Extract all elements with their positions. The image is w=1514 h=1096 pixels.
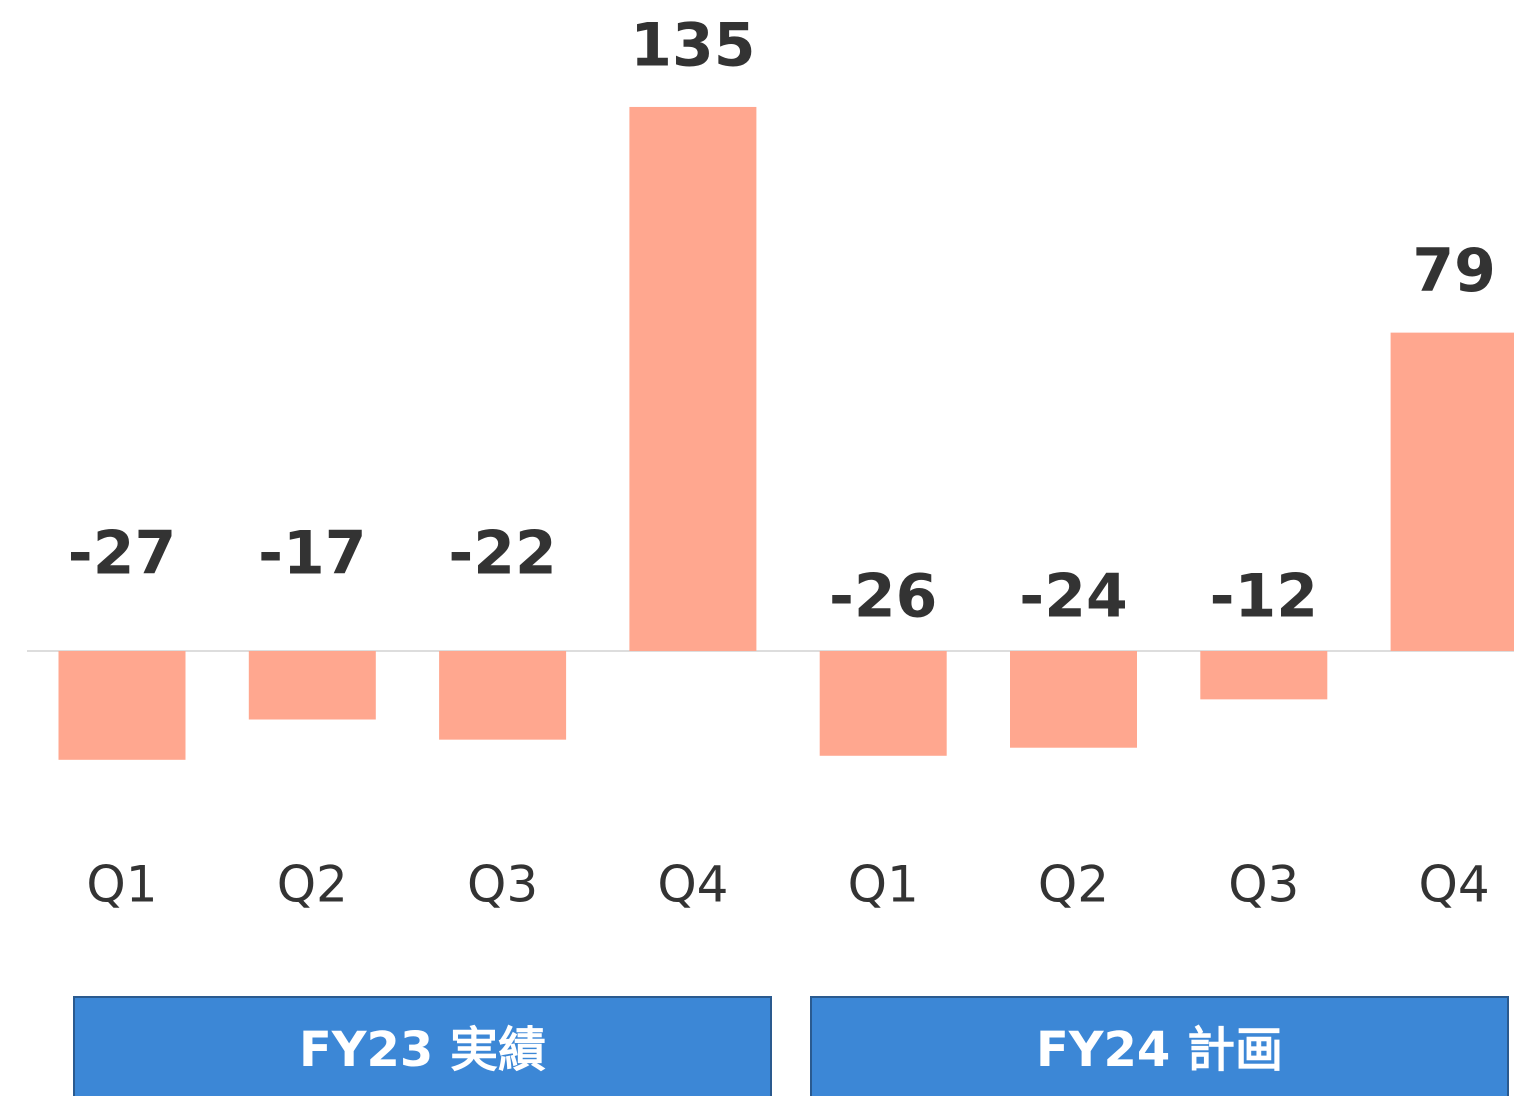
group-box [810, 996, 1509, 1096]
value-label: -12 [1210, 562, 1318, 632]
x-tick-label: Q1 [86, 856, 157, 914]
value-label: -26 [829, 562, 937, 632]
group-label: FY23 実績 [299, 1022, 546, 1078]
value-label: -22 [448, 519, 556, 589]
value-label: 79 [1412, 236, 1496, 306]
x-tick-label: Q1 [848, 856, 919, 914]
x-tick-label: Q3 [1228, 856, 1299, 914]
group-label: FY24 計画 [1036, 1022, 1283, 1078]
x-tick-label: Q4 [657, 856, 728, 914]
value-label: 135 [630, 11, 755, 81]
x-tick-label: Q3 [467, 856, 538, 914]
bar [58, 651, 186, 760]
x-tick-label: Q2 [277, 856, 348, 914]
bar [1390, 332, 1514, 651]
bar [819, 651, 947, 756]
value-label: -27 [68, 519, 176, 589]
bar [629, 106, 757, 651]
group-box [73, 996, 772, 1096]
bar [248, 651, 376, 720]
value-label: -24 [1019, 562, 1127, 632]
bar [439, 651, 567, 740]
x-tick-label: Q4 [1419, 856, 1490, 914]
x-tick-label: Q2 [1038, 856, 1109, 914]
value-label: -17 [258, 519, 366, 589]
bar [1010, 651, 1137, 748]
bar [1200, 651, 1328, 700]
